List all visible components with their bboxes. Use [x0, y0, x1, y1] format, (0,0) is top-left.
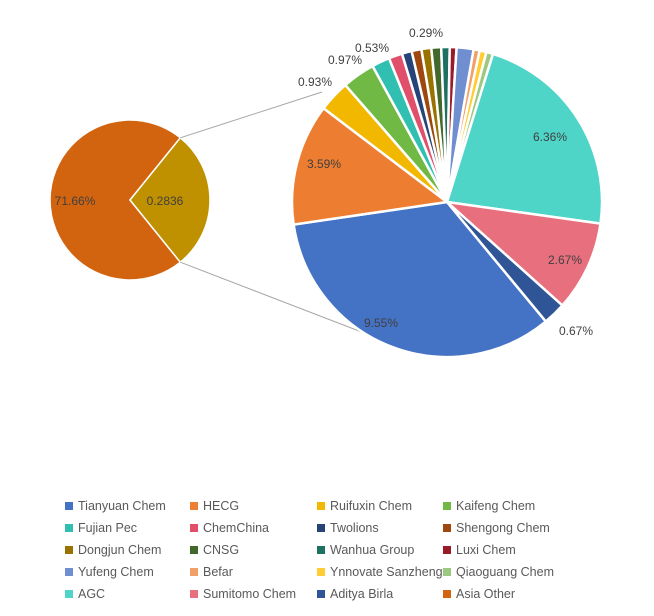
legend-item-aditya-birla: Aditya Birla [317, 586, 393, 602]
legend-label: Kaifeng Chem [456, 499, 536, 513]
primary-slice-asia-other [49, 119, 182, 281]
legend-item-shengong-chem: Shengong Chem [443, 520, 550, 536]
secondary-slice-sumitomo-chem [443, 200, 602, 308]
secondary-slice-agc [445, 52, 604, 225]
legend-label: Qiaoguang Chem [456, 565, 554, 579]
legend-swatch [65, 590, 73, 598]
legend-label: Befar [203, 565, 233, 579]
legend-swatch [443, 524, 451, 532]
legend-item-twolions: Twolions [317, 520, 379, 536]
legend-label: CNSG [203, 543, 240, 557]
legend-swatch [190, 502, 198, 510]
primary-data-label: 71.66% [55, 194, 96, 208]
secondary-data-label: 2.67% [548, 253, 582, 267]
legend-label: Wanhua Group [330, 543, 415, 557]
legend-item-asia-other: Asia Other [443, 586, 515, 602]
legend-item-befar: Befar [190, 564, 233, 580]
legend-swatch [317, 502, 325, 510]
legend-swatch [317, 546, 325, 554]
legend-item-agc: AGC [65, 586, 105, 602]
legend-swatch [443, 590, 451, 598]
legend-swatch [190, 524, 198, 532]
legend-item-ynnovate-sanzheng: Ynnovate Sanzheng [317, 564, 443, 580]
legend-item-dongjun-chem: Dongjun Chem [65, 542, 161, 558]
legend-label: Sumitomo Chem [203, 587, 297, 601]
legend-item-cnsg: CNSG [190, 542, 239, 558]
legend-item-tianyuan-chem: Tianyuan Chem [65, 498, 166, 514]
legend-swatch [190, 590, 198, 598]
secondary-data-label: 0.29% [409, 26, 443, 40]
connector-line-top [180, 91, 323, 139]
legend-label: Tianyuan Chem [78, 499, 166, 513]
legend-label: Dongjun Chem [78, 543, 162, 557]
legend-item-chemchina: ChemChina [190, 520, 269, 536]
legend-label: Shengong Chem [456, 521, 550, 535]
legend-label: Yufeng Chem [78, 565, 154, 579]
secondary-data-label: 0.93% [298, 75, 332, 89]
pie-of-pie-chart: 71.66% 0.2836 9.55% 3.59% 0.93% 0.97%0.53% 0.2… [49, 26, 604, 359]
legend-item-luxi-chem: Luxi Chem [443, 542, 516, 558]
legend-item-sumitomo-chem: Sumitomo Chem [190, 586, 296, 602]
secondary-data-label: 6.36% [533, 130, 567, 144]
connector-line-bottom [180, 261, 373, 337]
primary-slice-other [129, 136, 211, 264]
secondary-data-label: 0.67% [559, 324, 593, 338]
legend-swatch [317, 568, 325, 576]
legend-swatch [65, 568, 73, 576]
legend-label: HECG [203, 499, 240, 513]
secondary-data-label: 3.59% [307, 157, 341, 171]
legend-label: Ynnovate Sanzheng [330, 565, 443, 579]
legend-label: ChemChina [203, 521, 270, 535]
secondary-data-label: 0.97% [328, 53, 362, 67]
primary-data-label: 0.2836 [147, 194, 184, 208]
secondary-data-label: 0.53% [355, 41, 389, 55]
legend-label: Ruifuxin Chem [330, 499, 412, 513]
legend-label: Twolions [330, 521, 379, 535]
secondary-data-label: 9.55% [364, 316, 398, 330]
legend-swatch [443, 568, 451, 576]
legend-item-yufeng-chem: Yufeng Chem [65, 564, 154, 580]
legend-swatch [443, 502, 451, 510]
legend-swatch [443, 546, 451, 554]
legend-swatch [65, 524, 73, 532]
legend-label: Fujian Pec [78, 521, 138, 535]
legend-label: Asia Other [456, 587, 516, 601]
legend-swatch [317, 590, 325, 598]
legend-item-fujian-pec: Fujian Pec [65, 520, 137, 536]
secondary-slice-aditya-birla [446, 201, 565, 324]
legend-swatch [190, 568, 198, 576]
legend-label: AGC [78, 587, 106, 601]
legend-swatch [65, 546, 73, 554]
secondary-slice-tianyuan-chem [292, 200, 548, 359]
legend-item-qiaoguang-chem: Qiaoguang Chem [443, 564, 554, 580]
secondary-slice-hecg [290, 106, 451, 226]
legend-label: Aditya Birla [330, 587, 394, 601]
legend-swatch [317, 524, 325, 532]
legend-item-hecg: HECG [190, 498, 239, 514]
legend-label: Luxi Chem [456, 543, 516, 557]
legend-item-ruifuxin-chem: Ruifuxin Chem [317, 498, 412, 514]
legend-swatch [65, 502, 73, 510]
legend-item-wanhua-group: Wanhua Group [317, 542, 414, 558]
legend-item-kaifeng-chem: Kaifeng Chem [443, 498, 535, 514]
legend-swatch [190, 546, 198, 554]
